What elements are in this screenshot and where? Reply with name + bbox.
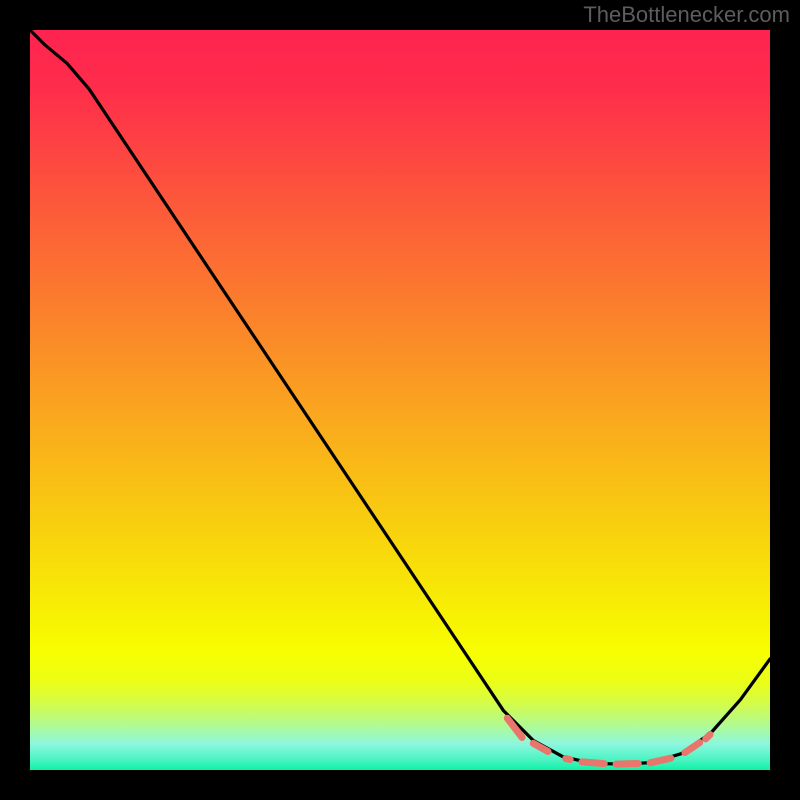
plot-background: [30, 30, 770, 770]
watermark-text: TheBottlenecker.com: [583, 2, 790, 28]
dash-segment: [566, 759, 570, 760]
dash-segment: [650, 758, 671, 763]
dash-segment: [706, 734, 710, 738]
bottleneck-chart: [0, 0, 800, 800]
dash-segment: [582, 762, 604, 764]
dash-segment: [616, 763, 638, 764]
